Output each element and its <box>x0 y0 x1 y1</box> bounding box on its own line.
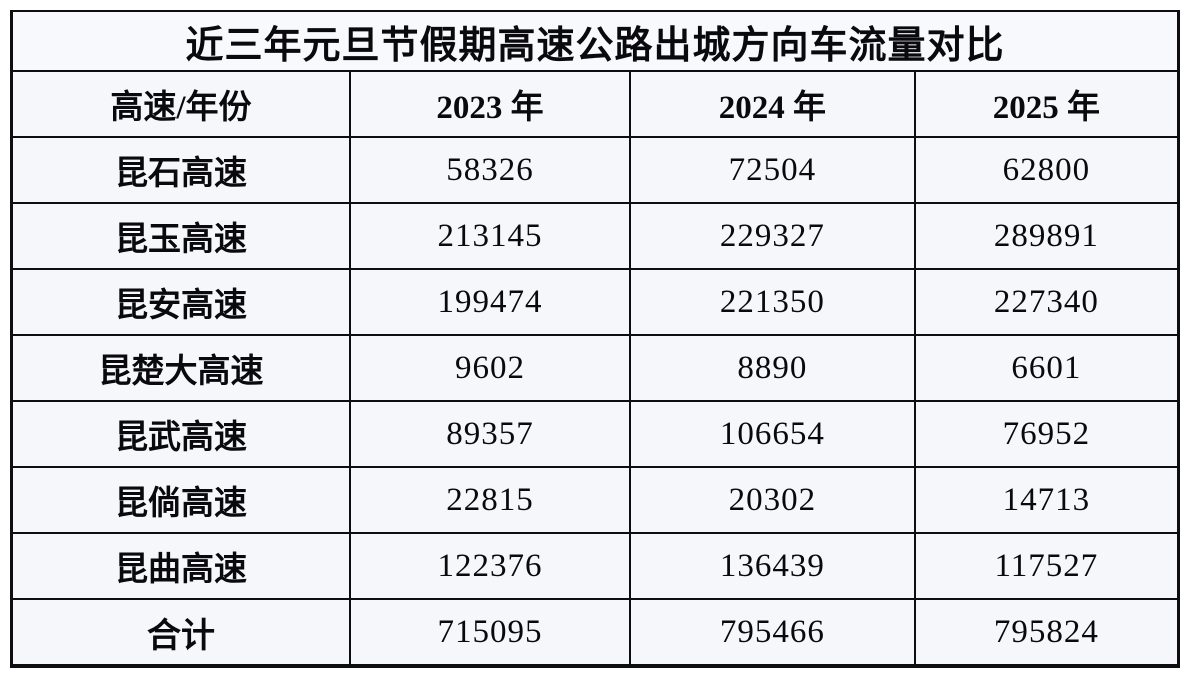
row-label: 昆楚大高速 <box>9 334 351 402</box>
cell-value: 199474 <box>348 268 632 336</box>
cell-value: 72504 <box>629 136 916 204</box>
cell-value: 106654 <box>629 400 916 468</box>
cell-value: 76952 <box>913 400 1180 468</box>
total-value: 795466 <box>629 598 916 668</box>
cell-value: 289891 <box>913 202 1180 270</box>
cell-value: 58326 <box>348 136 632 204</box>
cell-value: 89357 <box>348 400 632 468</box>
cell-value: 62800 <box>913 136 1180 204</box>
row-label: 昆倘高速 <box>9 466 351 534</box>
row-label: 昆安高速 <box>9 268 351 336</box>
table-row-kunyu: 昆玉高速 213145 229327 289891 <box>9 202 1180 270</box>
cell-value: 227340 <box>913 268 1180 336</box>
table-row-kunshi: 昆石高速 58326 72504 62800 <box>9 136 1180 204</box>
table-title: 近三年元旦节假期高速公路出城方向车流量对比 <box>10 10 1180 72</box>
row-label: 昆石高速 <box>9 136 351 204</box>
cell-value: 8890 <box>629 334 916 402</box>
cell-value: 9602 <box>348 334 632 402</box>
cell-value: 117527 <box>913 532 1180 600</box>
total-label: 合计 <box>9 598 351 668</box>
cell-value: 221350 <box>629 268 916 336</box>
table-row-kunqu: 昆曲高速 122376 136439 117527 <box>9 532 1180 600</box>
cell-value: 20302 <box>629 466 916 534</box>
cell-value: 229327 <box>629 202 916 270</box>
col-header-2024: 2024 年 <box>629 70 916 138</box>
cell-value: 122376 <box>348 532 632 600</box>
cell-value: 213145 <box>348 202 632 270</box>
row-label: 昆曲高速 <box>9 532 351 600</box>
col-header-2025: 2025 年 <box>913 70 1180 138</box>
table-row-kunan: 昆安高速 199474 221350 227340 <box>9 268 1180 336</box>
cell-value: 6601 <box>913 334 1180 402</box>
col-header-highway-year: 高速/年份 <box>9 70 351 138</box>
header-row: 高速/年份 2023 年 2024 年 2025 年 <box>9 70 1180 138</box>
table-row-kunchuda: 昆楚大高速 9602 8890 6601 <box>9 334 1180 402</box>
traffic-comparison-table: 近三年元旦节假期高速公路出城方向车流量对比 高速/年份 2023 年 2024 … <box>9 10 1180 668</box>
total-value: 795824 <box>913 598 1180 668</box>
table-row-kunwu: 昆武高速 89357 106654 76952 <box>9 400 1180 468</box>
table-row-total: 合计 715095 795466 795824 <box>9 598 1180 668</box>
cell-value: 22815 <box>348 466 632 534</box>
cell-value: 136439 <box>629 532 916 600</box>
col-header-2023: 2023 年 <box>348 70 632 138</box>
title-row: 近三年元旦节假期高速公路出城方向车流量对比 <box>10 10 1180 72</box>
cell-value: 14713 <box>913 466 1180 534</box>
total-value: 715095 <box>348 598 632 668</box>
row-label: 昆武高速 <box>9 400 351 468</box>
row-label: 昆玉高速 <box>9 202 351 270</box>
table-row-kuntang: 昆倘高速 22815 20302 14713 <box>9 466 1180 534</box>
